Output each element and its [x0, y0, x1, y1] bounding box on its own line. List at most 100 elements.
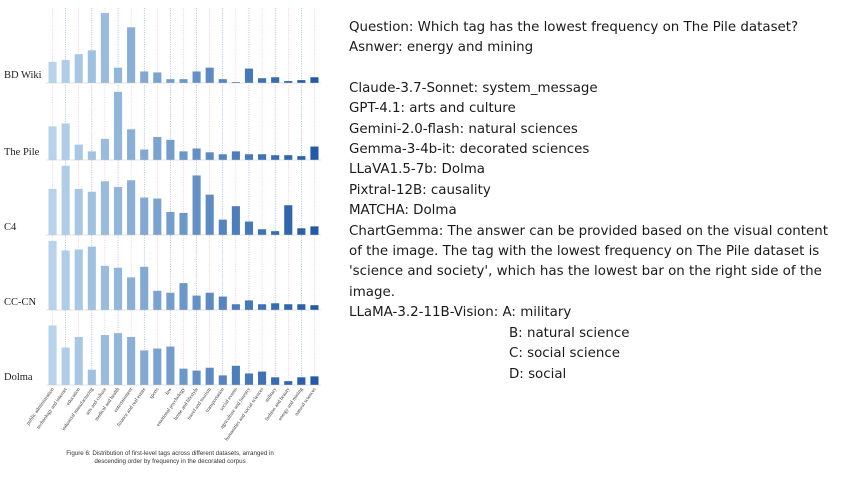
- bar: [231, 365, 240, 385]
- model-response: Claude-3.7-Sonnet: system_message: [349, 80, 598, 96]
- model-response: Gemini-2.0-flash: natural sciences: [349, 121, 578, 137]
- model-response: GPT-4.1: arts and culture: [349, 101, 516, 117]
- bar: [127, 27, 136, 83]
- bar: [48, 61, 57, 83]
- bar: [113, 67, 123, 83]
- bar: [113, 91, 123, 160]
- panel-dolma: Dolma: [4, 310, 321, 386]
- bar: [153, 72, 162, 83]
- bar: [100, 335, 109, 385]
- bar: [153, 348, 162, 385]
- spacer: [349, 59, 839, 79]
- dataset-label: C4: [4, 222, 17, 233]
- bar: [87, 369, 96, 385]
- bar: [258, 304, 267, 310]
- question-text: Question: Which tag has the lowest frequ…: [349, 20, 799, 35]
- bar: [140, 149, 149, 160]
- bar: [179, 79, 188, 83]
- bar: [258, 371, 267, 385]
- category-tick-label: law: [164, 387, 173, 397]
- answer-text: Asnwer: energy and mining: [349, 40, 534, 56]
- distribution-chart: BD Wiki The Pile C4 CC-CN Dolma public admin…: [4, 8, 321, 442]
- bar: [100, 12, 109, 84]
- panel-the-pile: The Pile: [4, 85, 321, 161]
- llama-option: C: social science: [509, 346, 620, 362]
- bar: [284, 205, 293, 235]
- bar: [61, 347, 70, 385]
- bar: [205, 194, 214, 235]
- llama-response: LLaMA-3.2-11B-Vision: A: military: [349, 305, 572, 321]
- bar: [179, 151, 188, 160]
- bar: [100, 138, 109, 160]
- model-response: Gemma-3-4b-it: decorated sciences: [349, 142, 590, 158]
- bar: [87, 50, 96, 83]
- bar: [271, 377, 280, 385]
- bar: [179, 283, 188, 310]
- bar: [140, 350, 149, 385]
- bar: [284, 81, 293, 83]
- bar: [166, 139, 175, 160]
- bar: [297, 304, 306, 310]
- bar: [74, 54, 83, 83]
- bar: [48, 188, 57, 235]
- bar: [297, 377, 306, 385]
- bar: [244, 221, 254, 235]
- dataset-label: The Pile: [4, 147, 40, 158]
- bar: [231, 82, 240, 83]
- bar: [74, 144, 83, 160]
- bar: [205, 292, 214, 310]
- bar: [297, 80, 306, 83]
- bar: [127, 180, 136, 235]
- bar: [310, 77, 319, 83]
- bar: [140, 197, 149, 235]
- bar: [113, 186, 123, 235]
- bar: [310, 305, 319, 310]
- bar: [166, 292, 175, 310]
- bar: [166, 211, 175, 235]
- bar: [153, 136, 162, 160]
- bar: [218, 296, 227, 310]
- category-tick-label: sports: [148, 387, 160, 401]
- bar: [153, 198, 162, 235]
- bar: [48, 240, 57, 310]
- bar: [166, 346, 175, 385]
- bar: [113, 333, 123, 385]
- model-response: MATCHA: Dolma: [349, 203, 457, 219]
- bar: [61, 59, 70, 83]
- llama-option: D: social: [509, 366, 567, 382]
- bar: [153, 290, 162, 310]
- chart-panels: BD Wiki The Pile C4 CC-CN Dolma: [4, 8, 321, 386]
- bar: [140, 71, 149, 83]
- bar: [48, 126, 57, 160]
- bar: [271, 231, 280, 235]
- bar: [100, 265, 109, 310]
- bar: [48, 325, 57, 385]
- bar: [218, 79, 227, 83]
- bar: [205, 67, 214, 83]
- bar: [192, 295, 201, 310]
- bar: [231, 151, 240, 160]
- bar: [297, 156, 306, 160]
- llama-option: B: natural science: [509, 325, 630, 341]
- bar: [271, 155, 280, 160]
- model-response: LLaVA1.5-7b: Dolma: [349, 162, 485, 178]
- bar: [61, 165, 70, 235]
- bar: [205, 152, 214, 160]
- bar: [192, 148, 201, 160]
- bar: [140, 266, 149, 310]
- bar: [87, 151, 96, 160]
- bar: [127, 277, 136, 310]
- bar: [205, 367, 214, 385]
- bar: [284, 381, 293, 385]
- bar: [310, 226, 319, 235]
- bar: [192, 370, 201, 385]
- bar: [310, 146, 319, 160]
- bar: [284, 304, 293, 310]
- bar: [231, 304, 240, 310]
- chartgemma-response: ChartGemma: The answer can be provided b…: [349, 223, 829, 300]
- panel-c4: C4: [4, 160, 321, 236]
- figure-caption: Figure 6: Distribution of first-level ta…: [66, 450, 274, 466]
- qa-panel: Question: Which tag has the lowest frequ…: [349, 18, 839, 385]
- bar: [258, 154, 267, 160]
- bar: [192, 175, 201, 235]
